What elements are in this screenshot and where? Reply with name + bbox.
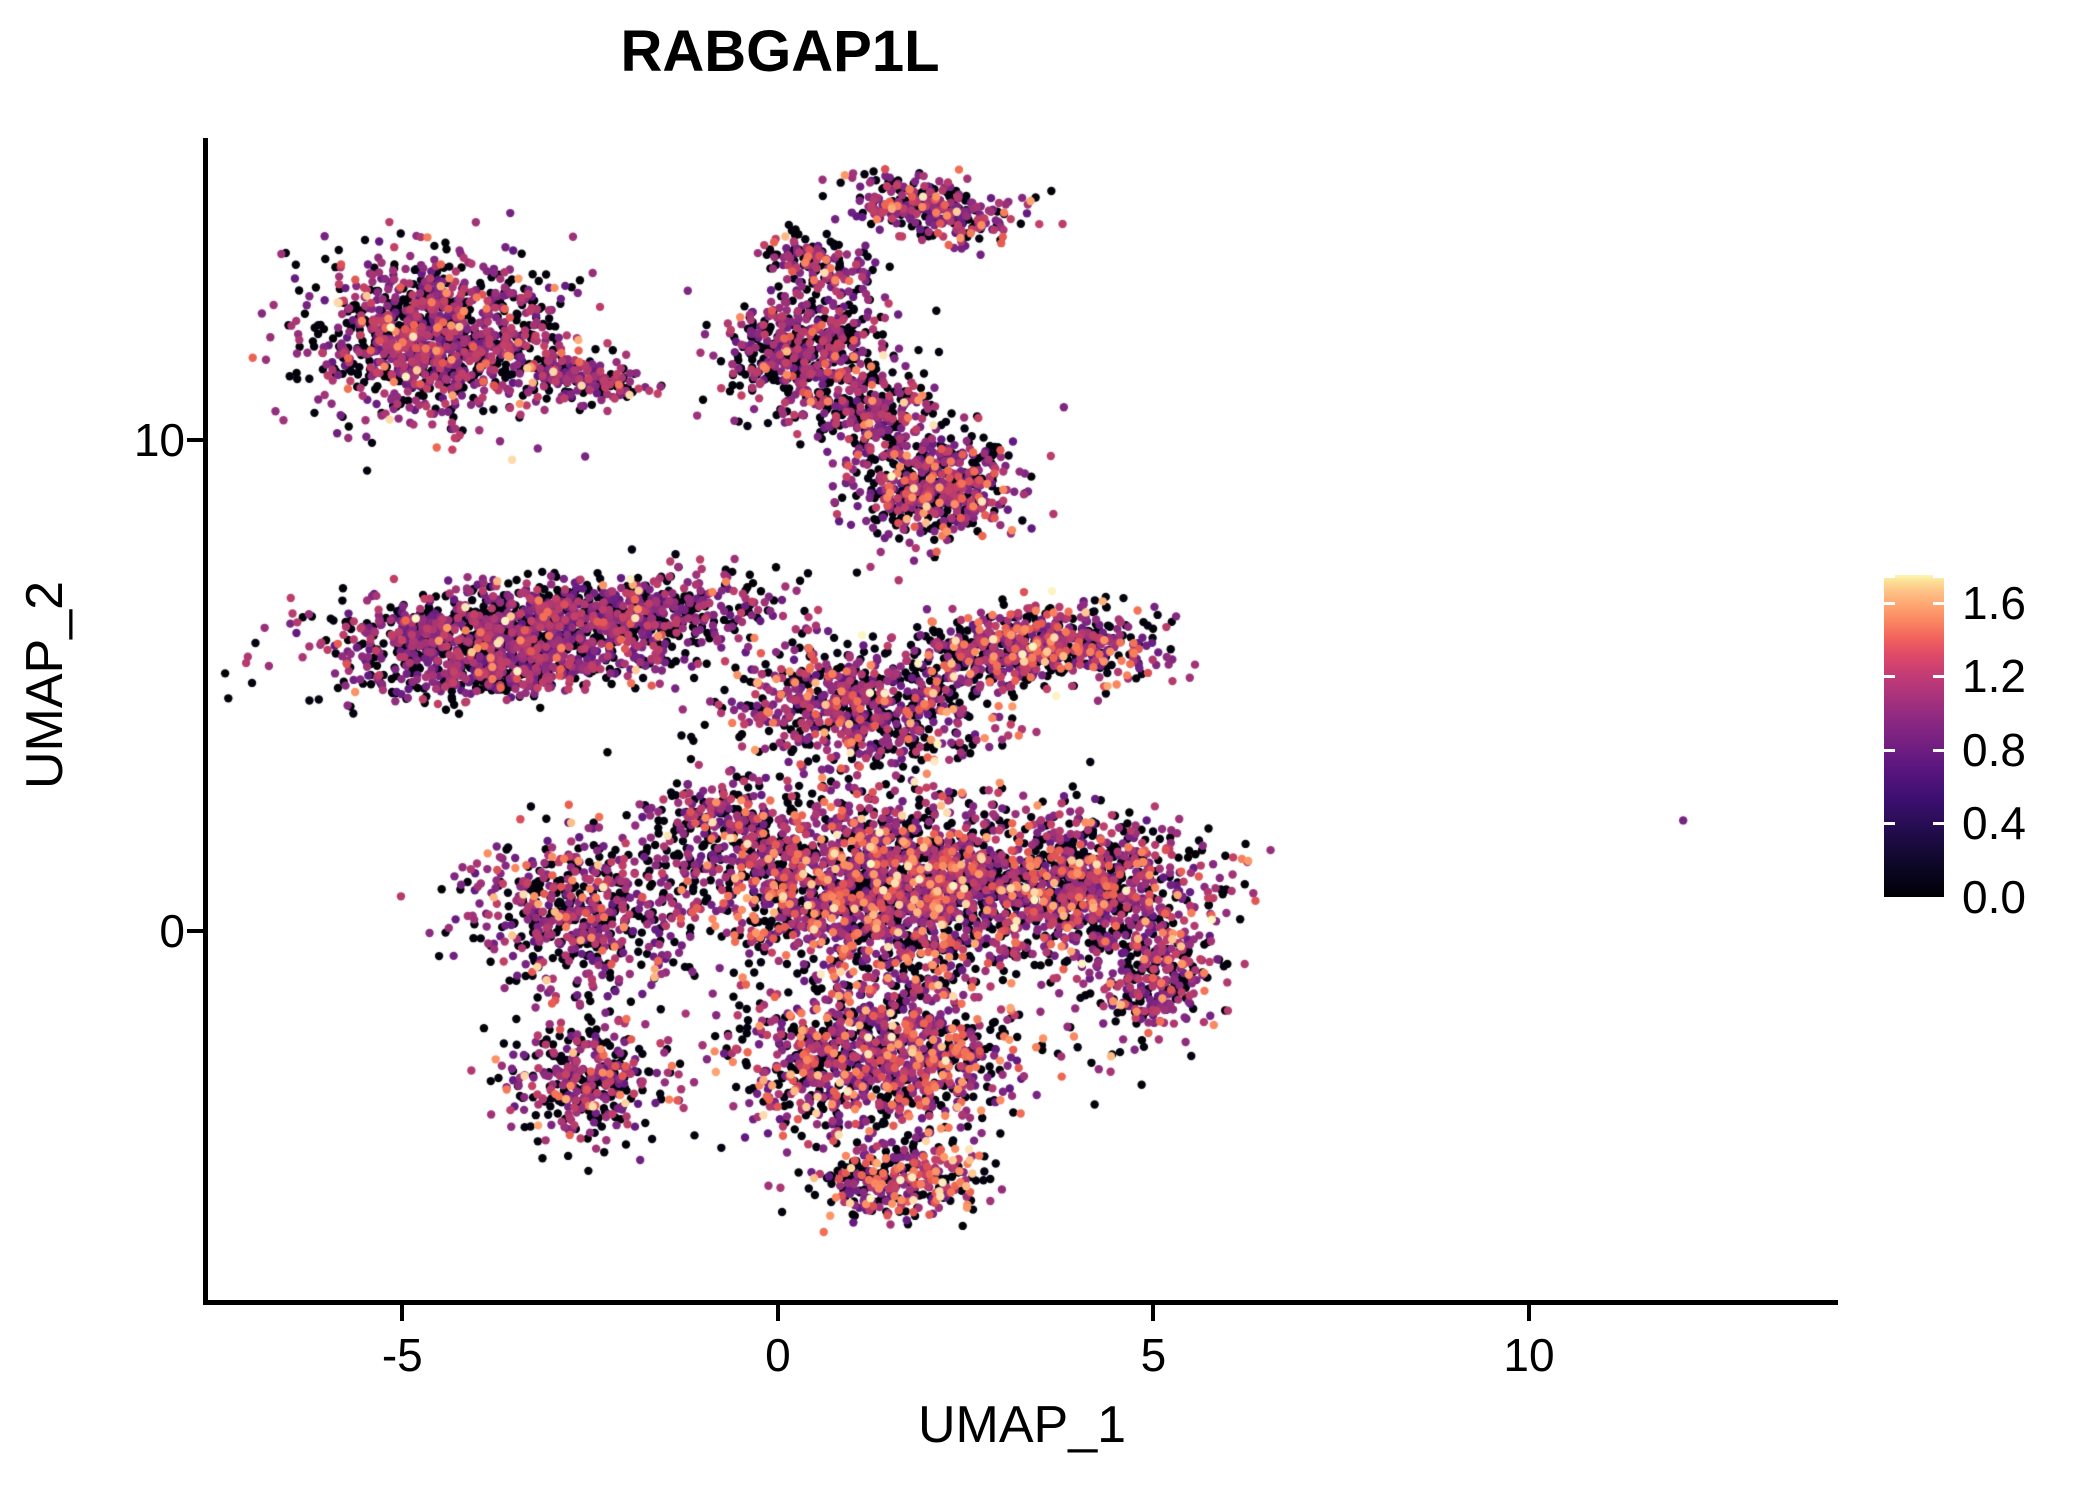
y-axis-line (203, 138, 208, 1303)
colorbar-tick-label: 1.6 (1962, 576, 2026, 629)
page-title: RABGAP1L (620, 19, 940, 84)
colorbar-tick-label: 0.4 (1962, 797, 2026, 850)
colorbar-tick-label: 1.2 (1962, 650, 2026, 703)
plot-panel (207, 140, 1837, 1300)
colorbar-tick (1933, 822, 1944, 826)
x-tick-label: -5 (381, 1329, 423, 1381)
colorbar-tick (1884, 575, 1895, 578)
colorbar-legend: 1.6 1.2 0.8 0.4 0.0 (1884, 575, 2084, 923)
x-tick-mark (1527, 1305, 1532, 1321)
y-tick-mark (187, 437, 203, 442)
colorbar-tick (1884, 748, 1895, 752)
colorbar-tick (1933, 748, 1944, 752)
x-tick-mark (1151, 1305, 1156, 1321)
colorbar-tick-label: 0.0 (1962, 871, 2026, 923)
x-tick-mark (775, 1305, 780, 1321)
colorbar-tick (1884, 675, 1895, 679)
colorbar-tick (1884, 822, 1895, 826)
x-tick-label: 0 (765, 1329, 791, 1381)
x-axis-line (203, 1300, 1838, 1305)
colorbar-tick (1933, 575, 1944, 578)
x-axis-title: UMAP_1 (917, 1396, 1127, 1454)
colorbar-tick-label: 0.8 (1962, 723, 2026, 776)
y-tick-mark (187, 929, 203, 934)
x-tick-label: 10 (1503, 1329, 1555, 1381)
colorbar-tick (1884, 601, 1895, 605)
y-tick-label: 10 (133, 413, 185, 466)
colorbar-gradient (1884, 575, 1944, 897)
x-tick-mark (400, 1305, 405, 1321)
colorbar-tick (1933, 601, 1944, 605)
y-tick-label: 0 (159, 905, 185, 958)
x-tick-label: 5 (1140, 1329, 1167, 1381)
scatter-plot-canvas (207, 140, 1837, 1300)
colorbar-tick (1933, 675, 1944, 679)
y-axis-title: UMAP_2 (16, 580, 74, 790)
